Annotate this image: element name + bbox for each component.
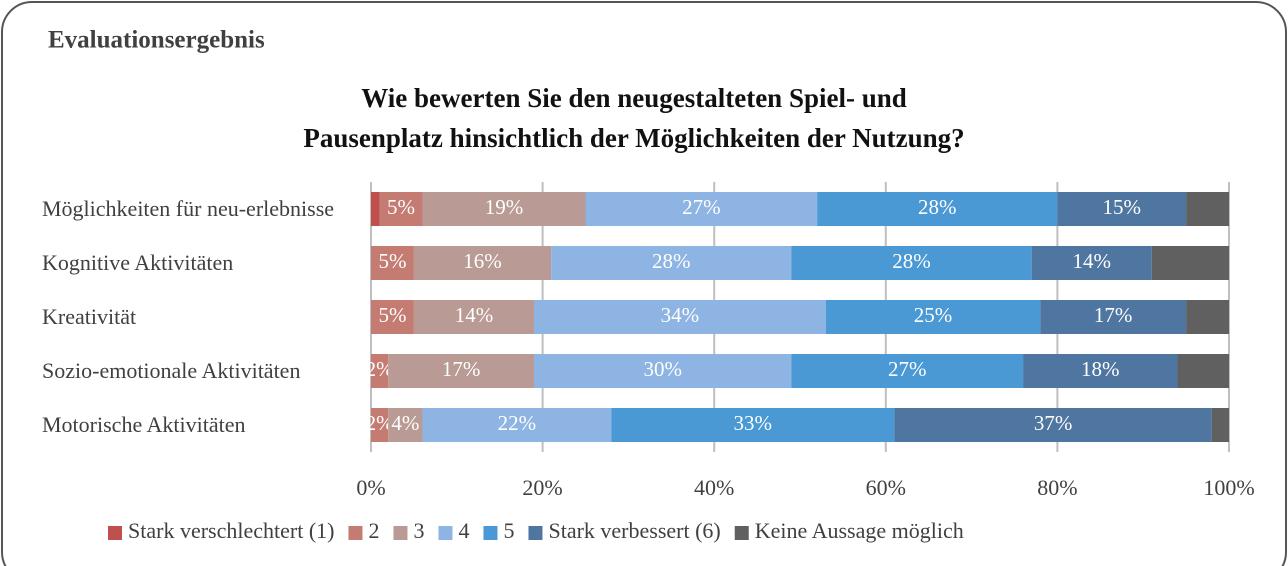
- category-label: Motorische Aktivitäten: [42, 412, 246, 437]
- bar-segment: [1151, 246, 1229, 280]
- x-tick-label: 80%: [1037, 475, 1077, 500]
- data-label: 30%: [643, 357, 682, 381]
- bar-segment: [791, 354, 1024, 388]
- data-label: 4%: [391, 411, 419, 435]
- data-label: 15%: [1103, 195, 1142, 219]
- legend-swatch: [108, 526, 122, 540]
- bar-segment: [388, 408, 423, 442]
- bar-segment: [379, 192, 423, 226]
- data-label: 18%: [1081, 357, 1120, 381]
- bar-segment: [825, 300, 1041, 334]
- legend-label: Stark verbessert (6): [548, 518, 720, 543]
- data-label: 19%: [485, 195, 524, 219]
- bar-segment: [534, 300, 826, 334]
- chart-title: Pausenplatz hinsichtlich der Möglichkeit…: [303, 123, 964, 153]
- data-label: 17%: [442, 357, 481, 381]
- data-label: 27%: [888, 357, 927, 381]
- bar-segment: [1177, 354, 1229, 388]
- x-tick-label: 0%: [356, 475, 385, 500]
- legend-label: Keine Aussage möglich: [755, 518, 964, 543]
- bar-segment: [791, 246, 1032, 280]
- x-tick-label: 40%: [694, 475, 734, 500]
- bar-segment: [413, 246, 552, 280]
- bar-segment: [1186, 192, 1229, 226]
- data-label: 16%: [463, 249, 502, 273]
- legend-swatch: [734, 526, 749, 540]
- bar-segment: [611, 408, 895, 442]
- bar-segment: [534, 354, 792, 388]
- category-label: Sozio-emotionale Aktivitäten: [42, 358, 301, 383]
- data-label: 28%: [652, 249, 691, 273]
- bar-segment: [388, 354, 535, 388]
- x-tick-label: 20%: [522, 475, 562, 500]
- bar-segment: [371, 246, 414, 280]
- bar-segment: [1211, 408, 1229, 442]
- data-label: 14%: [1072, 249, 1111, 273]
- x-tick-label: 100%: [1203, 475, 1254, 500]
- data-label: 37%: [1034, 411, 1073, 435]
- bar-segment: [1040, 300, 1187, 334]
- bar-segment: [422, 408, 612, 442]
- bar-segment: [894, 408, 1212, 442]
- legend-label: 2: [368, 518, 379, 543]
- legend-swatch: [348, 526, 363, 540]
- data-label: 28%: [892, 249, 931, 273]
- legend-swatch: [393, 526, 408, 540]
- legend-label: 5: [503, 518, 514, 543]
- bar-segment: [1186, 300, 1229, 334]
- chart-title: Wie bewerten Sie den neugestalteten Spie…: [361, 83, 907, 113]
- category-label: Kognitive Aktivitäten: [42, 250, 234, 275]
- data-label: 5%: [378, 303, 406, 327]
- legend-swatch: [438, 526, 453, 540]
- legend-label: 4: [458, 518, 469, 543]
- data-label: 33%: [734, 411, 773, 435]
- data-label: 34%: [661, 303, 700, 327]
- category-label: Kreativität: [42, 304, 137, 329]
- data-label: 22%: [498, 411, 537, 435]
- bar-segment: [585, 192, 818, 226]
- legend-label: Stark verschlechtert (1): [128, 518, 334, 543]
- legend-swatch: [483, 526, 498, 540]
- bar-segment: [413, 300, 535, 334]
- bar-segment: [1057, 192, 1187, 226]
- data-label: 5%: [387, 195, 415, 219]
- bar-segment: [371, 192, 380, 226]
- data-label: 14%: [455, 303, 494, 327]
- data-label: 28%: [918, 195, 957, 219]
- bar-segment: [371, 408, 389, 442]
- x-tick-label: 60%: [866, 475, 906, 500]
- category-label: Möglichkeiten für neu-erlebnisse: [42, 196, 335, 221]
- bar-segment: [1023, 354, 1178, 388]
- data-label: 25%: [914, 303, 953, 327]
- header-title: Evaluationsergebnis: [48, 27, 265, 54]
- data-label: 27%: [682, 195, 721, 219]
- bar-segment: [1031, 246, 1152, 280]
- legend-swatch: [528, 526, 543, 540]
- bar-segment: [371, 300, 414, 334]
- bar-segment: [551, 246, 792, 280]
- legend-label: 3: [413, 518, 424, 543]
- bar-segment: [422, 192, 586, 226]
- data-label: 5%: [378, 249, 406, 273]
- bar-segment: [371, 354, 389, 388]
- data-label: 17%: [1094, 303, 1133, 327]
- bar-segment: [817, 192, 1058, 226]
